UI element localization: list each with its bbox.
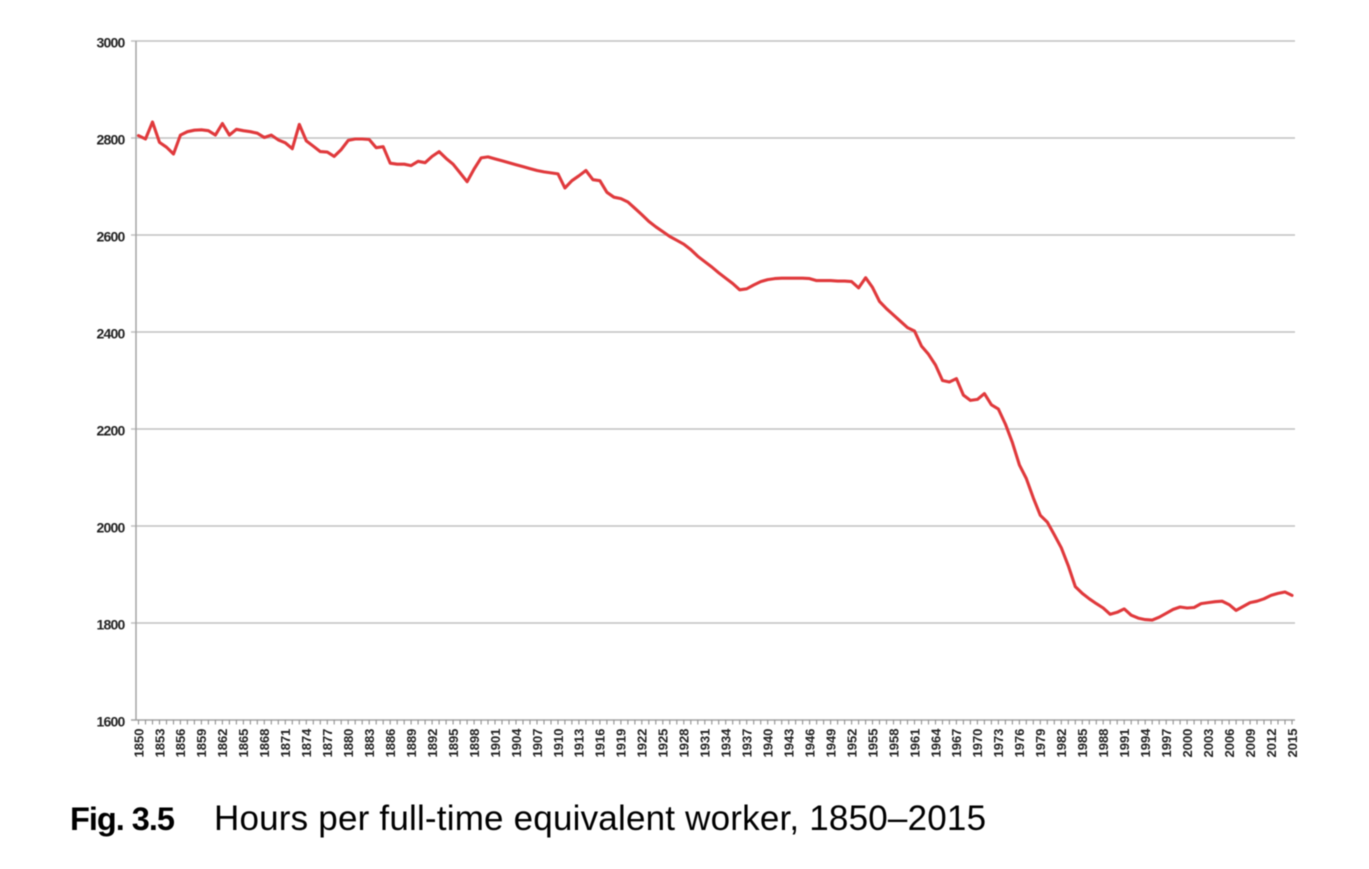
svg-text:2400: 2400 (97, 325, 126, 341)
svg-text:2800: 2800 (97, 131, 126, 147)
svg-text:1925: 1925 (656, 729, 671, 758)
svg-text:Hours per full-time equivalent: Hours per full-time equivalent worker, 1… (214, 799, 986, 838)
svg-text:1877: 1877 (320, 729, 335, 758)
svg-text:1958: 1958 (886, 729, 901, 758)
svg-text:1988: 1988 (1096, 729, 1111, 758)
svg-text:1940: 1940 (761, 729, 776, 758)
svg-text:1865: 1865 (236, 729, 251, 758)
svg-text:1931: 1931 (698, 729, 713, 758)
svg-text:1880: 1880 (341, 729, 356, 758)
svg-text:1886: 1886 (383, 729, 398, 758)
svg-text:1859: 1859 (194, 729, 209, 758)
svg-text:3000: 3000 (97, 34, 126, 50)
svg-text:1973: 1973 (991, 729, 1006, 758)
svg-text:1600: 1600 (97, 713, 126, 729)
svg-text:1943: 1943 (782, 729, 797, 758)
svg-text:1907: 1907 (530, 729, 545, 758)
svg-text:1919: 1919 (614, 729, 629, 758)
svg-text:1997: 1997 (1159, 729, 1174, 758)
svg-text:1856: 1856 (173, 729, 188, 758)
svg-text:Fig. 3.5: Fig. 3.5 (70, 801, 175, 837)
svg-text:1853: 1853 (152, 729, 167, 758)
svg-text:1979: 1979 (1033, 729, 1048, 758)
svg-text:1964: 1964 (928, 728, 943, 758)
svg-text:1949: 1949 (823, 729, 838, 758)
svg-text:1991: 1991 (1117, 729, 1132, 758)
svg-text:2200: 2200 (97, 422, 126, 438)
svg-text:1889: 1889 (404, 729, 419, 758)
svg-text:1928: 1928 (677, 729, 692, 758)
svg-text:2000: 2000 (1180, 729, 1195, 758)
svg-text:1952: 1952 (844, 729, 859, 758)
svg-text:1985: 1985 (1075, 729, 1090, 758)
svg-text:1874: 1874 (299, 728, 314, 758)
svg-text:1895: 1895 (446, 729, 461, 758)
svg-text:1994: 1994 (1138, 728, 1153, 758)
svg-text:2600: 2600 (97, 228, 126, 244)
svg-text:1937: 1937 (740, 729, 755, 758)
svg-text:1967: 1967 (949, 729, 964, 758)
svg-text:1910: 1910 (551, 729, 566, 758)
svg-text:1961: 1961 (907, 729, 922, 758)
svg-text:2015: 2015 (1285, 729, 1300, 758)
svg-text:1850: 1850 (131, 729, 146, 758)
svg-text:2000: 2000 (97, 519, 126, 535)
svg-text:1800: 1800 (97, 616, 126, 632)
svg-text:2012: 2012 (1264, 729, 1279, 758)
svg-text:1934: 1934 (719, 728, 734, 758)
svg-text:1922: 1922 (635, 729, 650, 758)
svg-text:1970: 1970 (970, 729, 985, 758)
svg-text:1904: 1904 (509, 728, 524, 758)
svg-text:1976: 1976 (1012, 729, 1027, 758)
svg-text:1898: 1898 (467, 729, 482, 758)
svg-text:1862: 1862 (215, 729, 230, 758)
svg-text:2009: 2009 (1243, 729, 1258, 758)
svg-text:2006: 2006 (1222, 729, 1237, 758)
svg-text:1883: 1883 (362, 729, 377, 758)
svg-text:1901: 1901 (488, 729, 503, 758)
svg-text:1868: 1868 (257, 729, 272, 758)
svg-text:1913: 1913 (572, 729, 587, 758)
svg-text:1946: 1946 (802, 729, 817, 758)
svg-text:2003: 2003 (1201, 729, 1216, 758)
svg-text:1955: 1955 (865, 729, 880, 758)
svg-text:1916: 1916 (593, 729, 608, 758)
svg-text:1892: 1892 (425, 729, 440, 758)
svg-text:1982: 1982 (1054, 729, 1069, 758)
svg-text:1871: 1871 (278, 729, 293, 758)
